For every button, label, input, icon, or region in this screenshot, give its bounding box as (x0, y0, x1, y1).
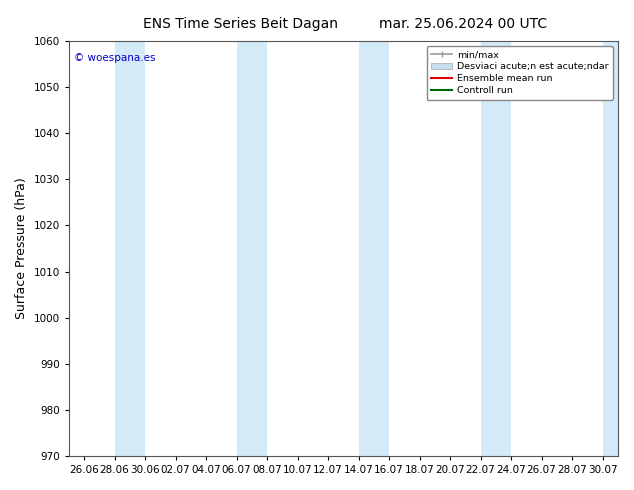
Bar (115, 41, 145, 456)
Bar (359, 41, 389, 456)
Text: ENS Time Series Beit Dagan: ENS Time Series Beit Dagan (143, 17, 339, 31)
Text: mar. 25.06.2024 00 UTC: mar. 25.06.2024 00 UTC (378, 17, 547, 31)
Bar (602, 41, 618, 456)
Bar (236, 41, 267, 456)
Bar (481, 41, 511, 456)
Text: © woespana.es: © woespana.es (74, 53, 156, 64)
Y-axis label: Surface Pressure (hPa): Surface Pressure (hPa) (15, 178, 28, 319)
Legend: min/max, Desviaci acute;n est acute;ndar, Ensemble mean run, Controll run: min/max, Desviaci acute;n est acute;ndar… (427, 46, 613, 100)
